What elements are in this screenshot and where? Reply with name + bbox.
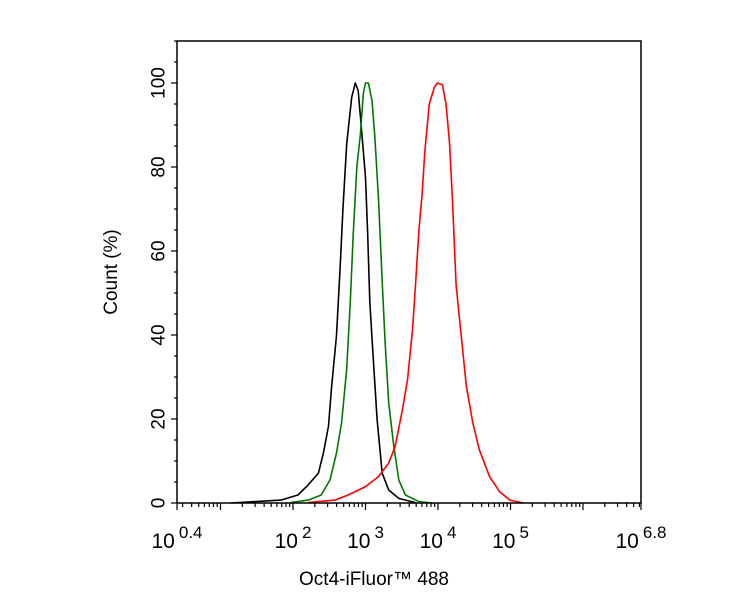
x-tick-base: 10 (420, 530, 443, 553)
x-tick-base: 10 (492, 530, 515, 553)
x-axis-label: Oct4-iFluor™ 488 (299, 569, 449, 590)
x-tick-base: 10 (616, 530, 639, 553)
y-tick-label: 40 (149, 324, 170, 345)
histogram-series-0 (231, 82, 416, 504)
x-tick-label: 10 5 (492, 523, 529, 553)
x-tick-label: 10 0.4 (152, 523, 203, 553)
x-tick-exponent: 5 (519, 523, 528, 542)
x-tick-label: 10 3 (347, 523, 384, 553)
histogram-series-2 (308, 82, 524, 504)
x-tick-exponent: 4 (447, 523, 456, 542)
curves (231, 82, 524, 504)
x-tick-base: 10 (152, 530, 175, 553)
y-tick-label: 60 (149, 240, 170, 261)
x-tick-base: 10 (275, 530, 298, 553)
y-tick-label: 80 (149, 156, 170, 177)
y-axis-label: Count (%) (101, 229, 122, 315)
plot-frame (176, 40, 642, 504)
histogram-series-1 (290, 82, 433, 504)
x-tick-exponent: 3 (374, 523, 383, 542)
x-tick-label: 10 6.8 (616, 523, 667, 553)
x-tick-exponent: 6.8 (643, 523, 667, 542)
y-tick-label: 0 (149, 498, 170, 509)
x-tick-label: 10 4 (420, 523, 457, 553)
y-tick-label: 100 (149, 67, 170, 99)
x-tick-label: 10 2 (275, 523, 312, 553)
x-tick-base: 10 (347, 530, 370, 553)
x-tick-exponent: 2 (302, 523, 311, 542)
y-tick-label: 20 (149, 408, 170, 429)
x-tick-exponent: 0.4 (179, 523, 203, 542)
